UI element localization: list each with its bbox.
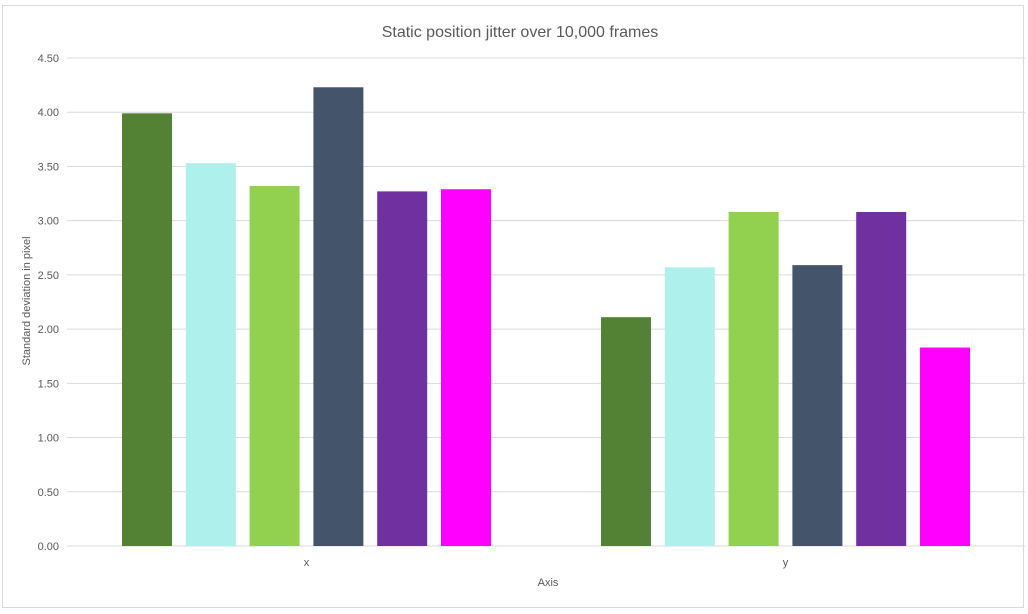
bar-y-4: [792, 265, 843, 546]
bar-x-2: [185, 163, 236, 547]
bar-x-4: [313, 87, 364, 546]
y-axis-title: Standard deviation in pixel: [21, 236, 33, 365]
x-axis-title: Axis: [538, 577, 559, 589]
y-tick-label: 0.50: [38, 487, 59, 499]
bar-x-5: [377, 191, 428, 547]
bar-x-6: [441, 189, 491, 546]
y-tick-label: 4.00: [38, 107, 59, 119]
bars: [122, 87, 970, 547]
bar-y-1: [601, 317, 651, 546]
chart-area: [2, 5, 1024, 608]
y-tick-label: 2.00: [38, 324, 59, 336]
bar-y-5: [856, 211, 907, 547]
y-tick-label: 0.00: [38, 541, 59, 553]
y-tick-label: 2.50: [38, 270, 59, 282]
bar-x-1: [122, 113, 172, 546]
bar-y-2: [664, 267, 715, 546]
x-tick-label: x: [304, 557, 310, 569]
bar-x-3: [249, 185, 300, 546]
bar-y-6: [920, 347, 970, 546]
y-tick-label: 1.50: [38, 378, 59, 390]
y-tick-label: 4.50: [38, 53, 59, 65]
y-tick-label: 3.50: [38, 161, 59, 173]
x-tick-label: y: [783, 557, 789, 569]
y-axis-ticks: 0.00 0.50 1.00 1.50 2.00 2.50 3.00 3.50 4.00 4.50: [38, 53, 59, 553]
chart-title: Static position jitter over 10,000 frame…: [382, 24, 659, 41]
bar-y-3: [728, 211, 779, 547]
y-tick-label: 3.00: [38, 216, 59, 228]
y-tick-label: 1.00: [38, 433, 59, 445]
